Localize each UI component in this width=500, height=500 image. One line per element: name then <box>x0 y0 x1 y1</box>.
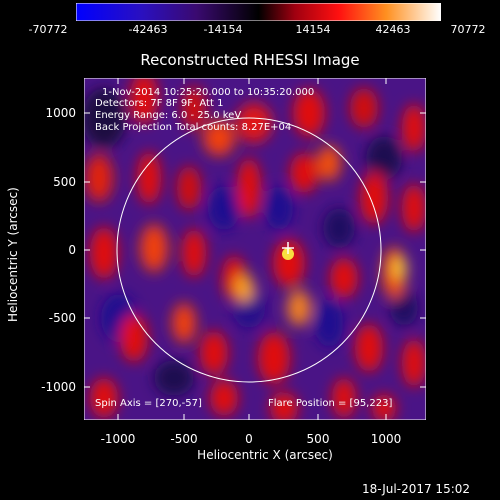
info-detectors: Detectors: 7F 8F 9F, Att 1 <box>95 98 224 109</box>
info-method-counts: Back Projection Total counts: 8.27E+04 <box>95 122 292 133</box>
xtick-1000: 1000 <box>370 432 402 446</box>
colorbar <box>76 3 441 21</box>
colorbar-label-6: 70772 <box>450 23 486 36</box>
x-axis-label: Heliocentric X (arcsec) <box>197 448 333 462</box>
ytick-500: 500 <box>53 175 76 189</box>
xtick-minus500: -500 <box>170 432 198 446</box>
y-axis-label: Heliocentric Y (arcsec) <box>6 187 20 322</box>
xtick-minus1000: -1000 <box>100 432 136 446</box>
colorbar-label-1: -70772 <box>28 23 68 36</box>
plot-title: Reconstructed RHESSI Image <box>140 51 360 69</box>
xtick-500: 500 <box>306 432 330 446</box>
spin-axis-label: Spin Axis = [270,-57] <box>95 398 202 409</box>
rhessi-image <box>84 78 426 420</box>
colorbar-label-3: -14154 <box>203 23 243 36</box>
footer-date: 18-Jul-2017 15:02 <box>362 482 471 496</box>
colorbar-label-5: 42463 <box>375 23 411 36</box>
colorbar-label-4: 14154 <box>295 23 331 36</box>
ytick-minus1000: -1000 <box>41 380 76 394</box>
xtick-0: 0 <box>245 432 253 446</box>
info-energy-range: Energy Range: 6.0 - 25.0 keV <box>95 110 242 121</box>
axes-ticks <box>84 78 426 420</box>
ytick-1000: 1000 <box>45 106 76 120</box>
ytick-minus500: -500 <box>48 311 76 325</box>
flare-position-label: Flare Position = [95,223] <box>268 398 393 409</box>
ytick-0: 0 <box>68 243 76 257</box>
colorbar-label-2: -42463 <box>128 23 168 36</box>
info-time-range: 1-Nov-2014 10:25:20.000 to 10:35:20.000 <box>102 87 315 98</box>
